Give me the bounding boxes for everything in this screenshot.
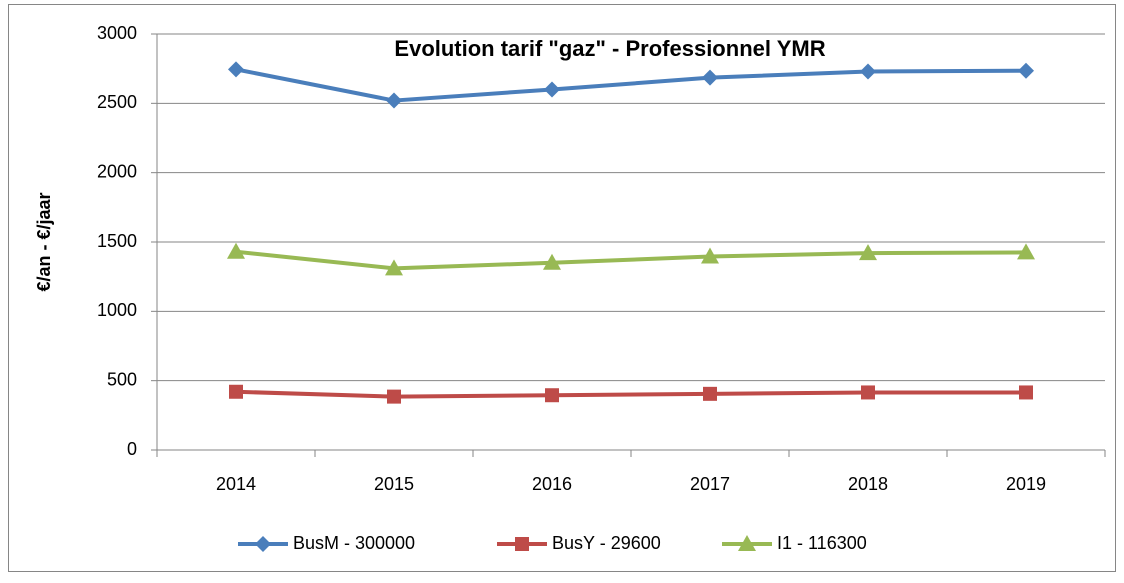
data-point (861, 385, 875, 400)
data-point (701, 247, 719, 264)
data-point (385, 259, 403, 276)
series-line (235, 389, 1026, 399)
data-point (1017, 243, 1035, 260)
data-point (228, 61, 244, 78)
x-tick-label: 2014 (216, 474, 256, 494)
series (229, 384, 1033, 404)
x-tick-label: 2016 (532, 474, 572, 494)
y-tick-label: 1000 (97, 300, 137, 320)
data-point (387, 389, 401, 404)
data-point (1019, 385, 1033, 400)
series (227, 242, 1035, 276)
y-tick-label: 2500 (97, 92, 137, 112)
series-line (235, 67, 1027, 103)
legend-label: BusY - 29600 (552, 533, 661, 553)
x-tick-label: 2015 (374, 474, 414, 494)
y-tick-label: 1500 (97, 231, 137, 251)
legend-marker (255, 536, 271, 552)
x-tick-label: 2018 (848, 474, 888, 494)
data-point (703, 386, 717, 401)
y-axis-label: €/an - €/jaar (34, 192, 54, 291)
y-tick-label: 2000 (97, 161, 137, 181)
data-point (386, 92, 402, 109)
data-point (229, 384, 243, 399)
data-point (860, 63, 876, 80)
legend-marker (515, 537, 529, 551)
data-point (544, 81, 560, 98)
x-tick-label: 2017 (690, 474, 730, 494)
data-point (1018, 62, 1034, 79)
legend-marker (738, 535, 756, 551)
legend-label: BusM - 300000 (293, 533, 415, 553)
data-point (227, 242, 245, 259)
chart-title: Evolution tarif "gaz" - Professionnel YM… (394, 36, 825, 61)
y-tick-label: 500 (107, 369, 137, 389)
data-point (543, 253, 561, 270)
data-point (702, 69, 718, 86)
series-line (235, 249, 1027, 271)
data-point (859, 244, 877, 261)
y-tick-label: 3000 (97, 23, 137, 43)
series (228, 61, 1034, 109)
x-tick-label: 2019 (1006, 474, 1046, 494)
y-tick-label: 0 (127, 439, 137, 459)
chart-border (8, 4, 1116, 572)
legend-label: I1 - 116300 (777, 533, 867, 553)
data-point (545, 388, 559, 403)
